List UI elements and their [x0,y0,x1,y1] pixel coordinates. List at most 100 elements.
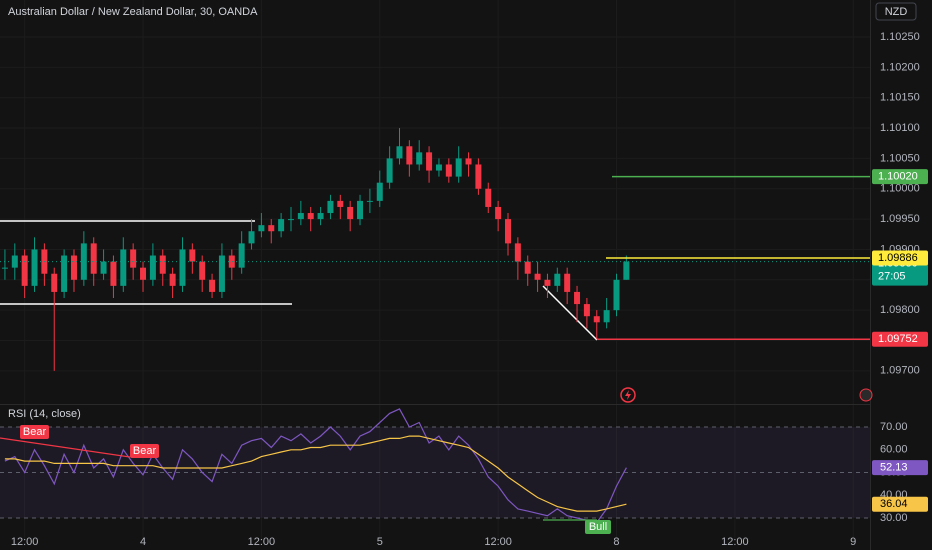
candle-body [149,255,156,280]
candle-body [327,200,334,214]
axis-divider [870,0,871,550]
candle-body [268,225,275,232]
candle-body [70,255,77,280]
candle-body [534,273,541,280]
y-tick-label: 60.00 [880,444,908,456]
candle-body [485,188,492,207]
level-label: 1.09752 [878,333,918,345]
x-tick-label: 12:00 [11,536,39,548]
y-tick-label: 1.10100 [880,122,920,134]
candle-body [209,279,216,292]
candle-body [278,219,285,232]
bear-tag [20,425,49,439]
bull-label: Bull [589,521,607,533]
y-tick-label: 1.10250 [880,31,920,43]
candle-body [623,261,630,280]
bear-label: Bear [133,445,157,457]
flag-icon[interactable] [859,388,873,402]
candle-body [495,206,502,220]
candle-body [574,291,581,305]
candle-body [1,267,8,269]
x-tick-label: 12:00 [484,536,512,548]
candle-body [297,213,304,220]
x-tick-label: 5 [377,536,383,548]
candle-body [199,261,206,280]
level-badge [872,331,928,347]
pane-divider [0,404,870,405]
y-tick-label: 1.09800 [880,304,920,316]
candle-body [90,243,97,274]
candle-body [504,219,511,244]
y-tick-label: 1.10150 [880,92,920,104]
y-tick-label: 1.10000 [880,183,920,195]
candle-body [406,146,413,165]
candle-body [357,200,364,220]
candle-body [258,225,265,232]
bear-label: Bear [23,426,47,438]
candle-body [475,164,482,189]
candle-body [455,158,462,177]
candle-body [179,249,186,286]
rsi-line [4,435,627,512]
candle-body [337,200,344,207]
candle-body [396,146,403,159]
currency-box[interactable] [875,2,917,21]
candle-body [11,255,18,268]
y-tick-label: 30.00 [880,512,908,524]
axes: 12:00412:00512:00812:0091.097001.097501.… [11,31,928,548]
chart-title: Australian Dollar / New Zealand Dollar, … [8,6,258,18]
value-label: 36.04 [880,498,908,510]
level-label: 1.10020 [878,171,918,183]
candle-body [238,243,245,268]
value-badge [872,460,928,476]
x-tick-label: 9 [850,536,856,548]
candle-body [426,152,433,171]
y-tick-label: 1.10050 [880,152,920,164]
level-label: 1.09886 [878,252,918,264]
y-tick-label: 1.09700 [880,365,920,377]
candle-body [366,200,373,202]
candle-body [248,231,255,244]
y-tick-label: 1.10200 [880,61,920,73]
trend-drawing [542,285,598,341]
candle-body [130,249,137,268]
candle-body [307,213,314,220]
candle-body [21,255,28,286]
candle-body [218,255,225,292]
candle-body [603,310,610,323]
x-tick-label: 4 [140,536,146,548]
value-badge [872,496,928,512]
rsi-line [4,408,627,524]
candle-body [416,152,423,165]
candle-body [110,261,117,286]
candle-body [435,164,442,171]
event-icon[interactable] [620,387,636,403]
candle-body [159,255,166,274]
event-icon-bolt [625,390,631,400]
x-tick-label: 12:00 [721,536,749,548]
candle-body [583,304,590,317]
candle-body [564,273,571,292]
x-tick-label: 12:00 [248,536,276,548]
candle-body [169,273,176,286]
candle-body [61,255,68,292]
level-badge [872,169,928,185]
candle-body [524,261,531,274]
currency[interactable]: NZD [885,6,908,18]
candle-body [376,182,383,201]
candle-body [386,158,393,183]
candle-body [80,243,87,280]
value-label: 52.13 [880,462,908,474]
x-tick-label: 8 [613,536,619,548]
bear-tag [130,444,159,458]
countdown: 27:05 [878,270,906,282]
candle-body [287,219,294,221]
candle-body [445,164,452,177]
candle-body [593,316,600,323]
bear-divergence [0,437,131,458]
candle-body [613,279,620,311]
candle-body [189,249,196,262]
y-tick-label: 1.09950 [880,213,920,225]
